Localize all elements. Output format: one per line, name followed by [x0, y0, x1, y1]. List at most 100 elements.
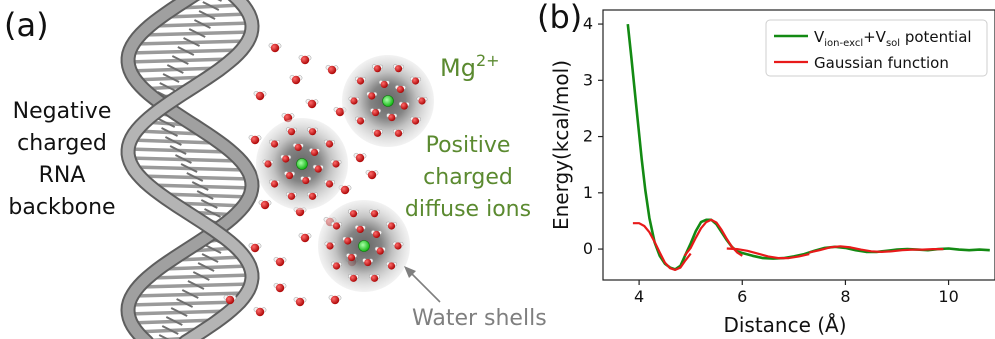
diffuse-line-2: charged	[423, 165, 513, 190]
hydrated-ion	[318, 200, 410, 292]
water-molecule	[286, 127, 297, 136]
water-molecule	[348, 96, 360, 105]
base-ring	[171, 55, 189, 65]
water-molecule	[410, 116, 421, 125]
oxygen-atom	[250, 135, 260, 145]
water-molecule	[365, 169, 379, 180]
oxygen-atom	[275, 257, 285, 267]
oxygen-atom	[394, 242, 402, 250]
water-shells-label: Water shells	[412, 306, 547, 331]
base-ring	[181, 289, 199, 299]
oxygen-atom	[371, 108, 380, 117]
hydrated-mg-ions	[256, 55, 434, 292]
water-molecule	[324, 179, 335, 188]
legend-box	[765, 19, 988, 77]
water-molecule	[300, 176, 312, 185]
water-molecule	[293, 296, 307, 307]
water-molecule	[324, 241, 336, 250]
oxygen-atom	[373, 65, 382, 73]
x-tick-label: 6	[737, 287, 747, 306]
oxygen-atom	[255, 91, 265, 101]
panel-a: (a) Negative charged RNA backbone Mg2+ P…	[4, 0, 547, 339]
y-axis-label: Energy(kcal/mol)	[549, 60, 573, 230]
oxygen-atom	[260, 200, 270, 210]
y-tick-label: 4	[583, 14, 593, 33]
base-ring	[162, 73, 180, 83]
oxygen-atom	[310, 148, 319, 157]
water-molecule	[369, 273, 380, 282]
oxygen-atom	[308, 128, 317, 136]
oxygen-atom	[270, 180, 279, 188]
water-molecule	[398, 101, 410, 110]
mg-ion-label: Mg2+	[440, 51, 500, 82]
water-molecule	[262, 159, 274, 168]
water-molecule	[378, 80, 390, 89]
base-ring	[202, 1, 220, 11]
oxygen-atom	[270, 43, 280, 53]
oxygen-atom	[255, 307, 265, 317]
chart-legend: Vion-excl+Vsol potential Gaussian functio…	[765, 19, 988, 77]
base-ring	[170, 307, 188, 317]
water-molecule	[328, 294, 342, 305]
oxygen-atom	[349, 274, 358, 282]
water-molecule	[331, 221, 342, 230]
water-molecule	[370, 108, 381, 117]
rna-helix-illustration	[120, 0, 260, 339]
hydrated-ion	[342, 55, 434, 147]
water-molecule	[348, 209, 359, 218]
legend-label-part: V	[814, 28, 825, 46]
water-molecule	[393, 128, 404, 137]
water-molecule	[298, 232, 312, 243]
y-tick-label: 0	[583, 239, 593, 258]
oxygen-atom	[350, 97, 358, 105]
gaussian-segment-line	[809, 245, 944, 254]
base-ring	[200, 199, 218, 209]
water-molecule	[395, 85, 406, 94]
water-molecule	[372, 128, 383, 137]
water-molecule	[366, 91, 378, 100]
water-molecule	[392, 241, 404, 250]
legend-label-potential: Vion-excl+Vsol potential	[814, 28, 972, 49]
mg-ion	[358, 240, 370, 252]
oxygen-atom	[330, 295, 340, 305]
water-molecule	[410, 76, 421, 85]
water-molecule	[386, 261, 397, 270]
water-molecule	[223, 294, 237, 305]
backbone-strand	[122, 0, 258, 339]
water-molecule	[324, 139, 335, 148]
base-ring	[177, 46, 195, 56]
oxygen-atom	[332, 262, 341, 270]
water-molecule	[371, 230, 382, 239]
y-tick-label: 2	[583, 127, 593, 146]
water-molecule	[253, 90, 267, 101]
mg-symbol: Mg	[440, 54, 476, 82]
base-ring	[159, 82, 177, 92]
legend-label-part: ion-excl	[824, 38, 863, 49]
water-molecule	[369, 209, 380, 218]
oxygen-atom	[287, 128, 296, 136]
base-ring	[183, 37, 200, 47]
oxygen-atom	[307, 99, 317, 109]
base-ring	[174, 154, 192, 164]
legend-label-part: potential	[900, 28, 972, 46]
water-molecule	[354, 225, 366, 234]
water-molecule	[307, 191, 318, 200]
backbone-strand	[122, 0, 258, 339]
base-ring	[217, 0, 222, 2]
base-ring	[158, 118, 176, 128]
oxygen-atom	[411, 117, 420, 125]
legend-label-part: sol	[886, 38, 900, 49]
oxygen-atom	[380, 80, 388, 89]
oxygen-atom	[327, 65, 337, 75]
oxygen-atom	[388, 113, 396, 122]
water-molecule	[298, 54, 312, 65]
water-molecule	[273, 256, 287, 267]
x-tick-label: 4	[634, 287, 644, 306]
oxygen-atom	[300, 233, 310, 243]
oxygen-atom	[356, 117, 365, 125]
water-molecule	[248, 242, 262, 253]
base-ring	[193, 19, 211, 29]
energy-chart: 0 1 2 3 4 4 6 8 10 Vion-excl+Vsol potential Gaussi…	[583, 9, 995, 306]
oxygen-atom	[349, 210, 358, 218]
oxygen-atom	[264, 160, 272, 168]
